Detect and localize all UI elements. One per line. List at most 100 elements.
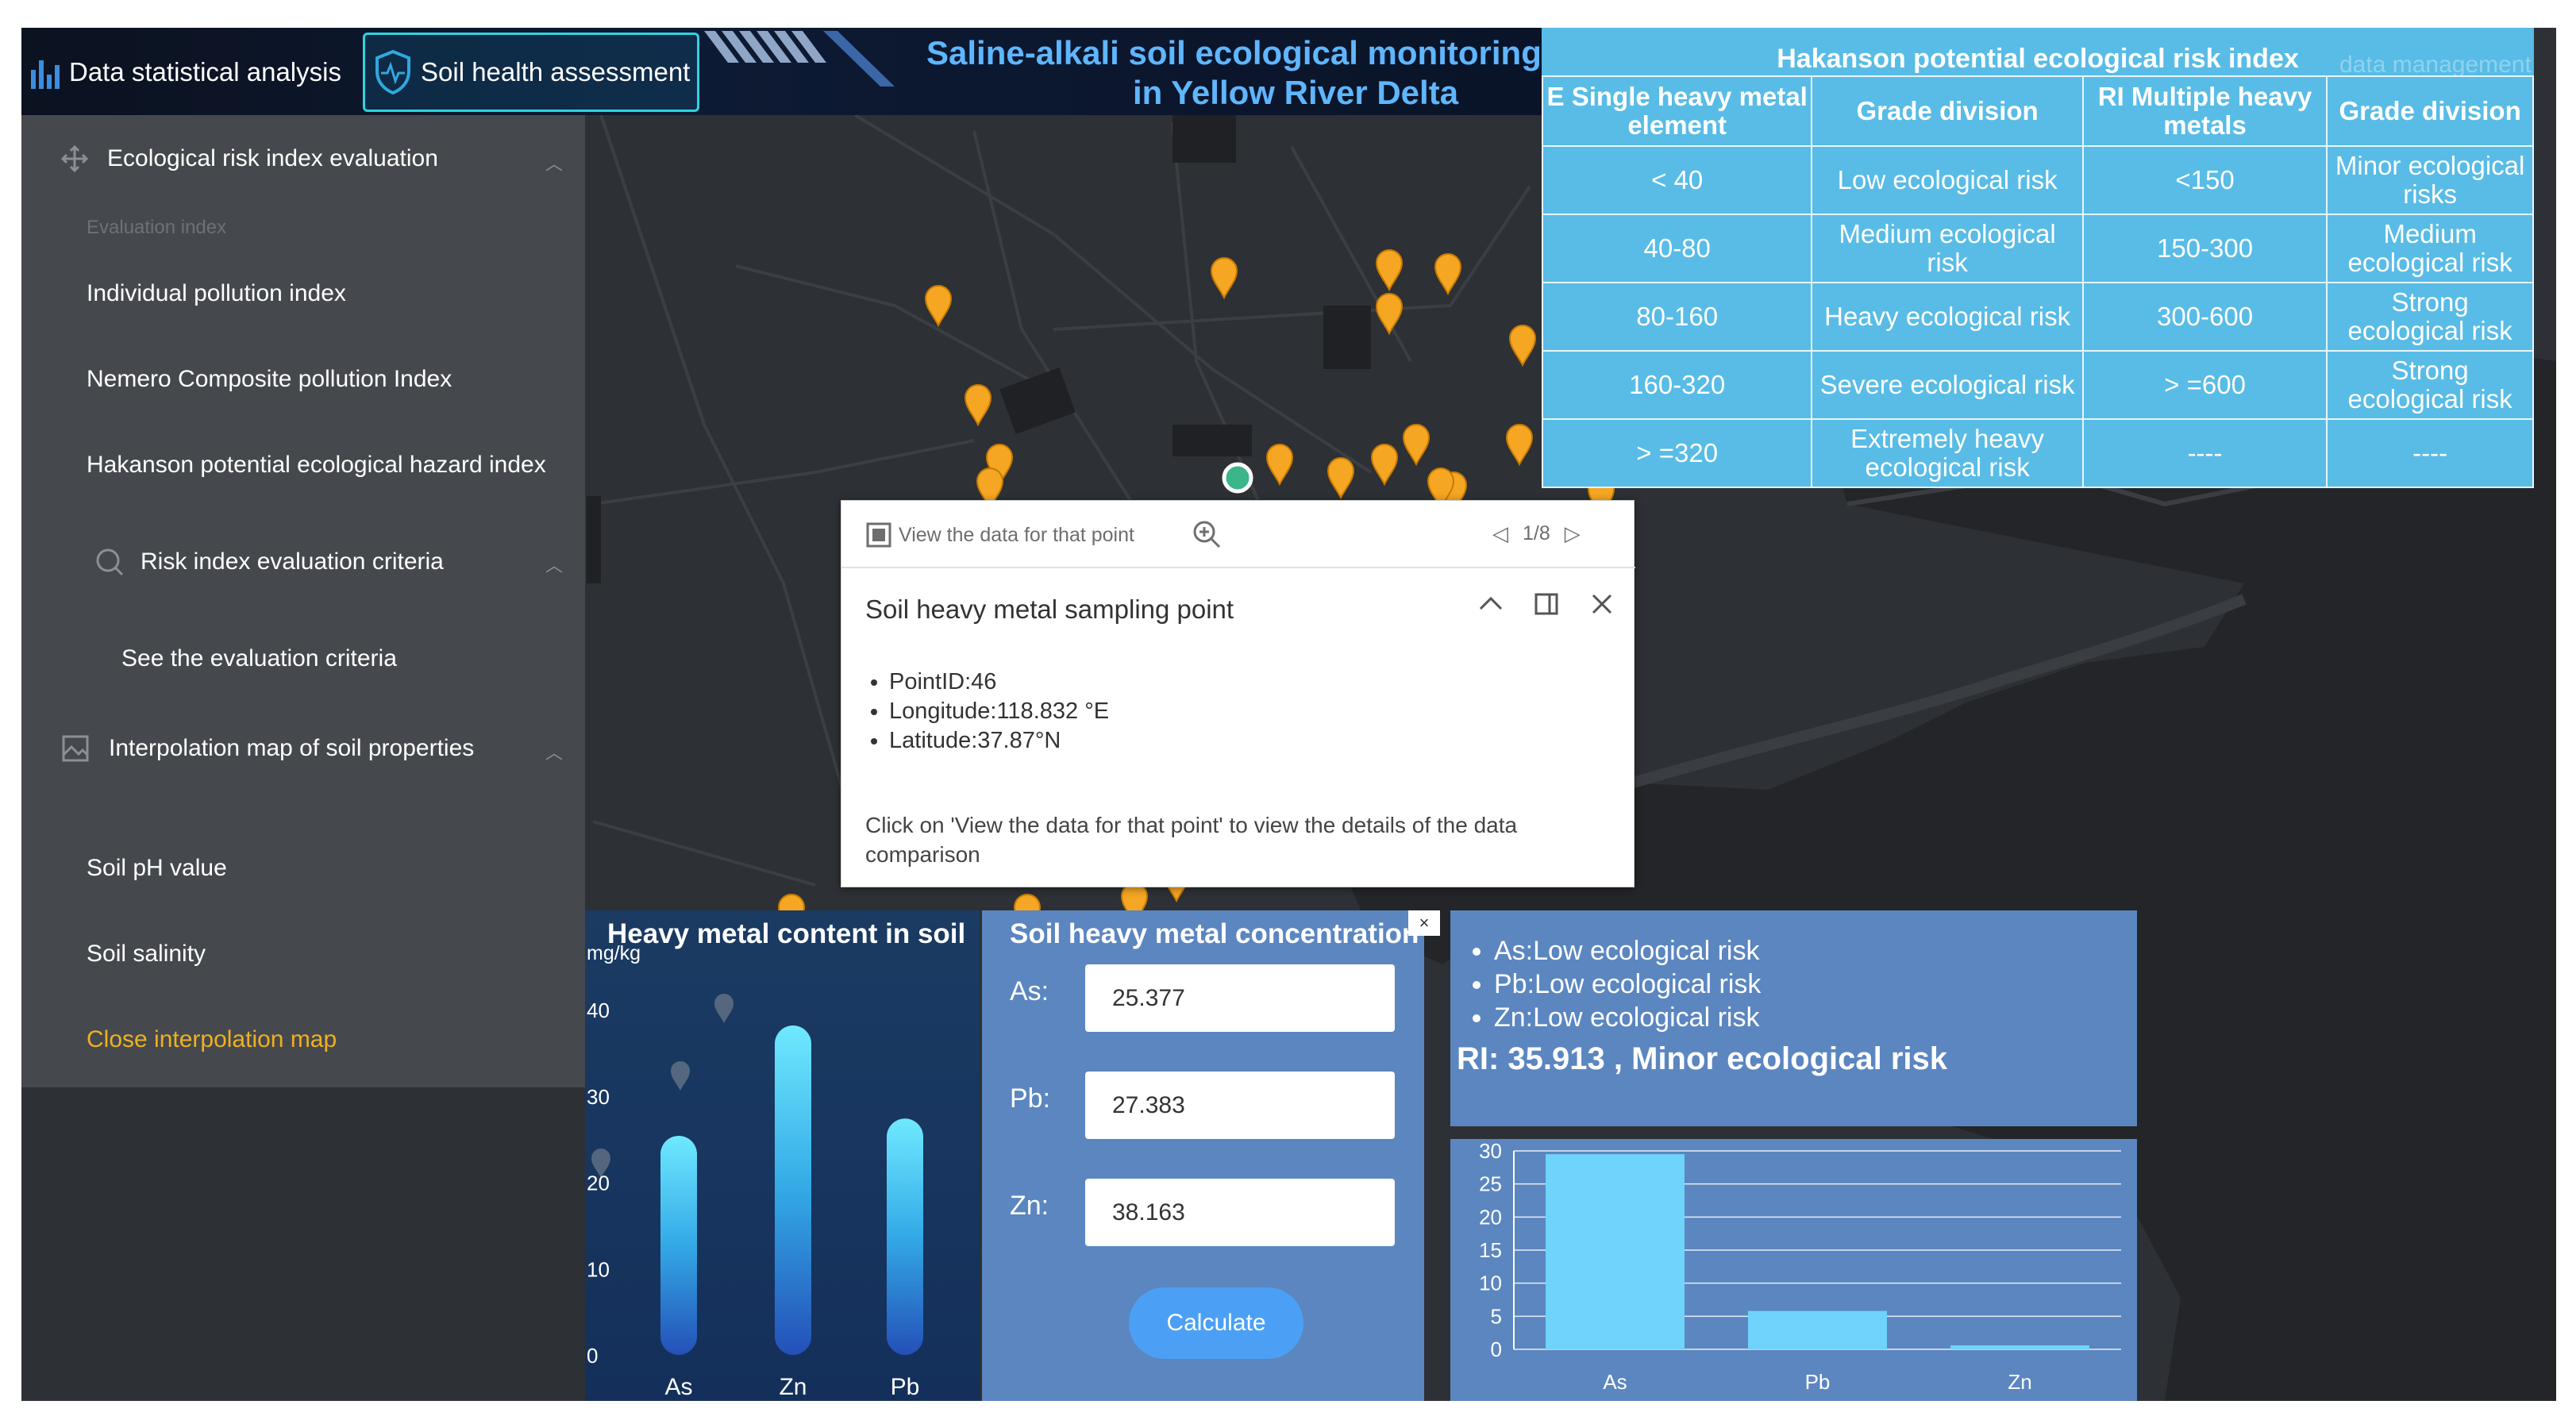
dock-icon[interactable] (1532, 590, 1561, 618)
app-title-line2: in Yellow River Delta (1133, 74, 1459, 111)
sidebar-section-criteria[interactable]: Risk index evaluation criteria ︿ (94, 547, 563, 577)
sidebar-item-ph[interactable]: Soil pH value (87, 855, 227, 881)
map-marker[interactable] (964, 384, 992, 427)
app-window: Data statistical analysis Soil health as… (21, 28, 2556, 1401)
section-label: Ecological risk index evaluation (107, 145, 438, 171)
popup-toolbar: View the data for that point ◁ 1/8 ▷ (841, 501, 1635, 568)
table-cell: ---- (2081, 418, 2328, 488)
bar-as (660, 1136, 697, 1355)
table-cell: Medium ecological risk (1811, 214, 2084, 283)
heavy-chart-title: Heavy metal content in soil (607, 918, 966, 949)
bar-series (1546, 1154, 2089, 1349)
table-cell: 300-600 (2081, 282, 2328, 352)
y-tick-label: 15 (1479, 1238, 1502, 1262)
tab-soil-health-assessment[interactable]: Soil health assessment (363, 33, 699, 112)
risk-table: E Single heavy metal element Grade divis… (1541, 75, 2534, 488)
sidebar-item-nemero[interactable]: Nemero Composite pollution Index (87, 366, 452, 392)
map-marker[interactable] (1402, 424, 1430, 467)
pb-input[interactable] (1085, 1072, 1395, 1139)
chevron-up-icon[interactable]: ︿ (545, 154, 564, 174)
previous-icon[interactable]: ◁ (1492, 521, 1508, 545)
bar-pb (1748, 1310, 1887, 1349)
map-marker[interactable] (1434, 253, 1462, 296)
map-marker[interactable] (1375, 249, 1404, 292)
collapse-icon[interactable] (1477, 590, 1505, 618)
table-cell: Heavy ecological risk (1811, 282, 2084, 352)
table-cell: 150-300 (2081, 214, 2328, 283)
table-header-row: E Single heavy metal element Grade divis… (1541, 75, 2534, 147)
as-input[interactable] (1085, 964, 1395, 1032)
view-data-link[interactable]: View the data for that point (865, 521, 1134, 548)
y-tick-label: 40 (587, 999, 610, 1022)
map-marker[interactable] (1327, 457, 1355, 500)
list-item: Longitude:118.832 °E (889, 697, 1109, 726)
view-data-label: View the data for that point (899, 523, 1134, 546)
bar-chart-icon (31, 60, 60, 89)
table-cell: ---- (2326, 418, 2534, 488)
calculate-button[interactable]: Calculate (1129, 1287, 1303, 1359)
risk-table-title: Hakanson potential ecological risk index (1777, 44, 2299, 74)
sampling-markers[interactable] (777, 249, 1615, 937)
map-marker[interactable] (976, 468, 1004, 510)
table-cell: <150 (2081, 145, 2328, 215)
zoom-to-icon[interactable] (1191, 518, 1223, 550)
sampling-point-popup: View the data for that point ◁ 1/8 ▷ Soi… (841, 500, 1635, 887)
table-row: 40-80 Medium ecological risk 150-300 Medium… (1541, 214, 2534, 283)
map-marker[interactable] (1508, 325, 1537, 367)
table-cell: Strong ecological risk (2326, 350, 2534, 420)
title-text: Saline-alkali soil ecological monitoring (926, 34, 1542, 71)
sidebar-section-interpolation[interactable]: Interpolation map of soil properties ︿ (61, 734, 563, 763)
map-marker[interactable] (985, 444, 1014, 487)
point-attribute-list: PointID:46 Longitude:118.832 °E Latitude… (889, 668, 1109, 756)
next-icon[interactable]: ▷ (1564, 521, 1581, 545)
table-row: > =320 Extremely heavy ecological risk ---… (1541, 418, 2534, 488)
chevron-up-icon[interactable]: ︿ (545, 743, 564, 763)
selected-marker[interactable] (1222, 462, 1253, 494)
map-marker[interactable] (1375, 293, 1404, 336)
sidebar-item-salinity[interactable]: Soil salinity (87, 941, 206, 967)
close-icon[interactable]: × (1408, 910, 1440, 936)
sidebar-section-ecological-risk[interactable]: Ecological risk index evaluation ︿ (61, 145, 563, 174)
x-tick-label: Zn (2008, 1370, 2031, 1394)
bar-zn (1950, 1345, 2089, 1349)
background-markers (591, 994, 734, 1178)
heavy-metal-content-chart: 0 10 20 30 40 As Zn Pb (587, 994, 923, 1400)
table-header: Grade division (2326, 75, 2534, 147)
table-cell: 40-80 (1541, 214, 1813, 283)
water-body (1339, 329, 2556, 1401)
heavy-metal-content-panel: 0 10 20 30 40 As Zn Pb Heavy metal content in … (585, 910, 980, 1401)
tab-data-statistical-analysis[interactable]: Data statistical analysis (21, 33, 363, 112)
close-interpolation-link[interactable]: Close interpolation map (87, 1026, 337, 1052)
table-cell: < 40 (1541, 145, 1813, 215)
sidebar-item-hakanson[interactable]: Hakanson potential ecological hazard ind… (87, 452, 546, 478)
sidebar: Ecological risk index evaluation ︿ Evalu… (21, 115, 585, 1087)
x-tick-label: Pb (1805, 1370, 1831, 1394)
map-marker[interactable] (1505, 424, 1534, 467)
map-marker[interactable] (924, 285, 953, 328)
map-marker[interactable] (1210, 257, 1238, 300)
x-axis-labels: As Zn Pb (664, 1374, 919, 1400)
risk-result-panel: As:Low ecological risk Pb:Low ecological… (1450, 910, 2137, 1126)
table-row: 80-160 Heavy ecological risk 300-600 Strong… (1541, 282, 2534, 352)
tab-label: Soil health assessment (421, 57, 691, 87)
background-menu-text: data management (2339, 52, 2532, 78)
map-marker[interactable] (1265, 444, 1294, 487)
top-header: Data statistical analysis Soil health as… (21, 28, 1665, 115)
map-marker[interactable] (1370, 444, 1399, 487)
y-tick-label: 0 (1491, 1337, 1502, 1361)
concentration-panel: Soil heavy metal concentration × As: Pb:… (982, 910, 1440, 1401)
sidebar-item-see-criteria[interactable]: See the evaluation criteria (121, 645, 397, 671)
close-icon[interactable] (1588, 590, 1616, 618)
table-cell: 80-160 (1541, 282, 1813, 352)
section-label: Interpolation map of soil properties (109, 735, 475, 761)
x-tick-label: As (1603, 1370, 1627, 1394)
y-axis-ticks: 0 10 20 30 40 (587, 999, 610, 1368)
chevron-up-icon[interactable]: ︿ (545, 556, 564, 575)
zn-input[interactable] (1085, 1179, 1395, 1246)
y-tick-label: 10 (587, 1257, 610, 1281)
table-header: E Single heavy metal element (1541, 75, 1813, 147)
sidebar-item-individual-pollution[interactable]: Individual pollution index (87, 280, 346, 306)
map-marker[interactable] (1427, 468, 1455, 510)
table-icon (866, 522, 891, 548)
y-tick-label: 25 (1479, 1172, 1502, 1196)
